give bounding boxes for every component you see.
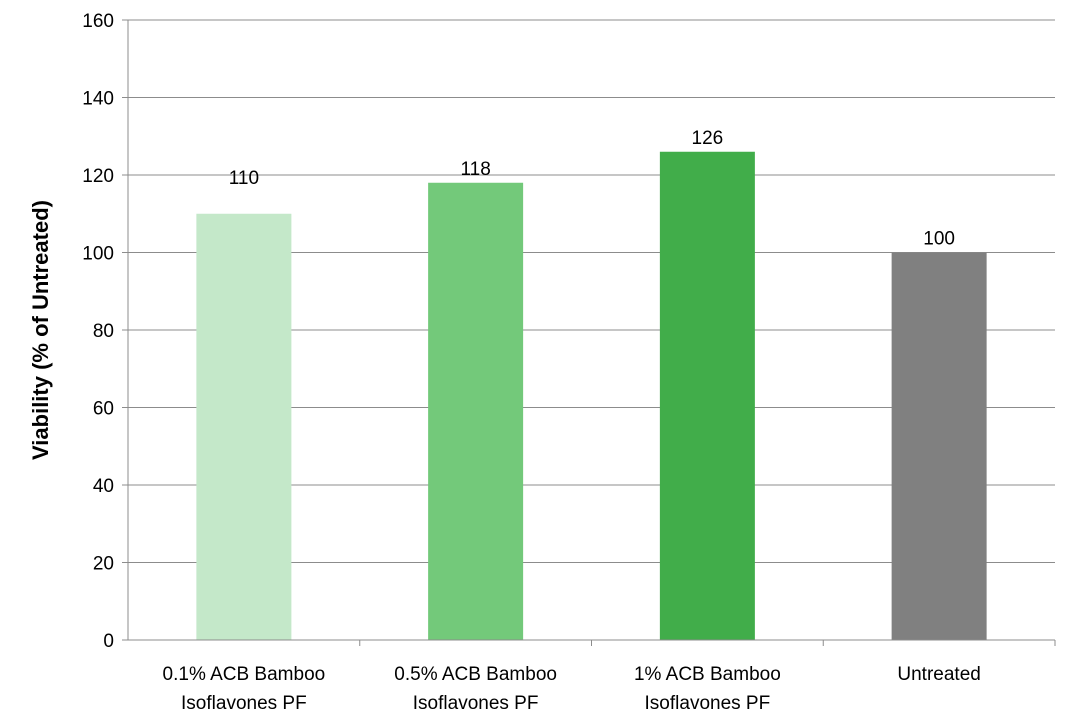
x-tick-label: Isoflavones PF — [181, 693, 307, 714]
y-tick-label: 120 — [82, 166, 114, 187]
y-tick-label: 80 — [93, 321, 114, 342]
x-tick-label: 1% ACB Bamboo — [634, 664, 781, 685]
bar — [891, 252, 987, 640]
x-tick-label: 0.1% ACB Bamboo — [163, 664, 326, 685]
data-label: 110 — [229, 168, 259, 189]
y-tick-label: 60 — [93, 399, 114, 420]
y-tick-label: 20 — [93, 554, 114, 575]
y-tick-label: 140 — [82, 89, 114, 110]
y-tick-label: 100 — [82, 244, 114, 265]
data-label: 118 — [460, 159, 490, 180]
y-tick-label: 40 — [93, 476, 114, 497]
bar — [428, 182, 524, 640]
x-tick-label: Untreated — [897, 664, 980, 685]
y-tick-label: 160 — [82, 11, 114, 32]
bar — [196, 213, 292, 640]
y-tick-label: 0 — [103, 631, 114, 652]
data-labels: 110 118 126 100 — [229, 128, 955, 250]
axes — [122, 19, 1056, 646]
y-axis-title: Viability (% of Untreated) — [28, 200, 53, 460]
bar — [659, 151, 755, 640]
x-tick-label: Isoflavones PF — [413, 693, 539, 714]
data-label: 126 — [692, 128, 724, 149]
y-tick-labels: 0 20 40 60 80 100 120 140 160 — [82, 11, 114, 652]
x-tick-labels: 0.1% ACB Bamboo Isoflavones PF 0.5% ACB Ba… — [163, 664, 981, 714]
bars — [196, 151, 987, 640]
x-tick-label: Isoflavones PF — [645, 693, 771, 714]
x-tick-label: 0.5% ACB Bamboo — [394, 664, 557, 685]
data-label: 100 — [923, 229, 955, 250]
